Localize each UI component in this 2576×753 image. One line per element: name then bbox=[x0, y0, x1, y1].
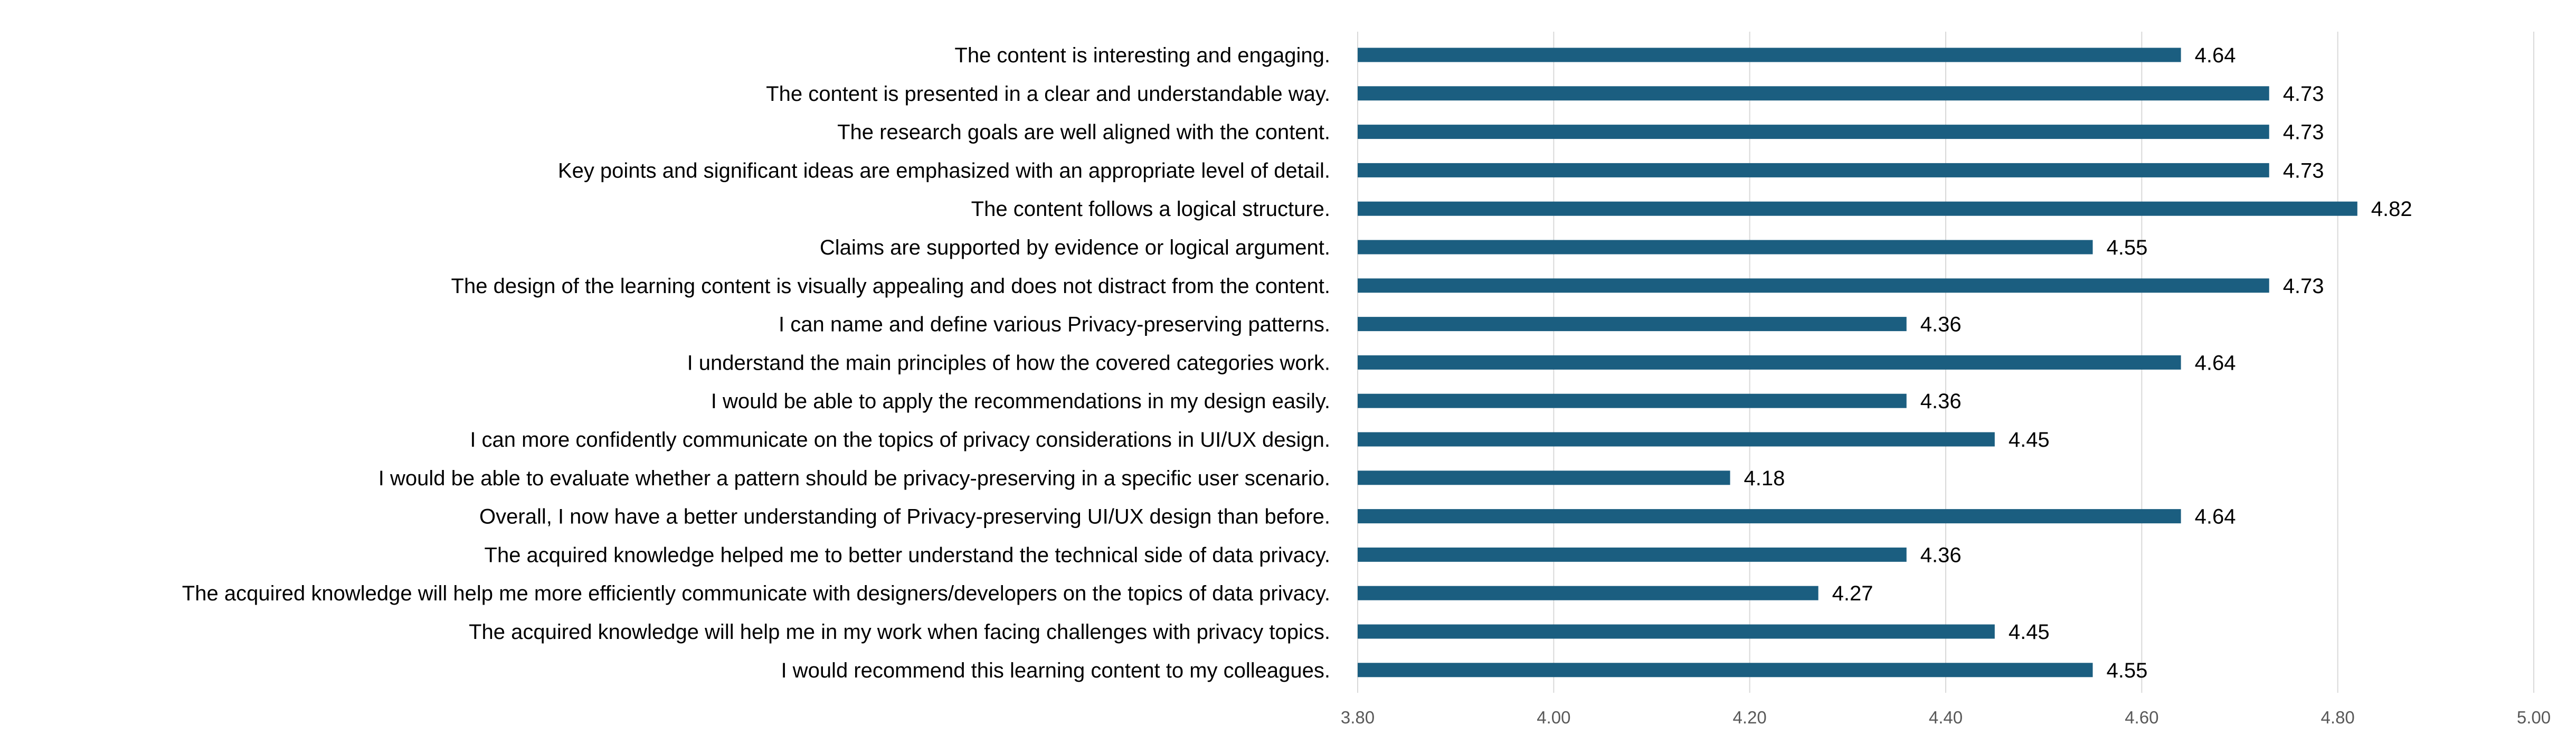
data-label: 4.18 bbox=[1744, 467, 1785, 490]
data-label: 4.64 bbox=[2195, 505, 2236, 529]
category-labels: The content is interesting and engaging.… bbox=[182, 44, 1330, 682]
category-label: The acquired knowledge will help me in m… bbox=[469, 620, 1330, 644]
category-label: The research goals are well aligned with… bbox=[837, 121, 1330, 144]
category-label: The content follows a logical structure. bbox=[971, 197, 1330, 221]
bar bbox=[1358, 278, 2269, 293]
x-tick-label: 3.80 bbox=[1341, 708, 1375, 727]
bar bbox=[1358, 201, 2357, 216]
bar bbox=[1358, 240, 2093, 255]
x-tick-label: 5.00 bbox=[2517, 708, 2551, 727]
category-label: I would be able to evaluate whether a pa… bbox=[378, 467, 1330, 490]
category-label: Claims are supported by evidence or logi… bbox=[820, 236, 1330, 259]
bars bbox=[1358, 48, 2357, 677]
data-label: 4.55 bbox=[2107, 659, 2148, 682]
category-label: The content is interesting and engaging. bbox=[954, 44, 1330, 67]
category-label: The design of the learning content is vi… bbox=[451, 275, 1330, 298]
bar bbox=[1358, 393, 1907, 408]
bar bbox=[1358, 470, 1730, 485]
data-label: 4.82 bbox=[2371, 197, 2412, 221]
x-tick-label: 4.00 bbox=[1537, 708, 1570, 727]
bar bbox=[1358, 355, 2181, 370]
bar bbox=[1358, 317, 1907, 332]
category-label: I can more confidently communicate on th… bbox=[470, 428, 1330, 451]
bar bbox=[1358, 624, 1995, 639]
data-label: 4.45 bbox=[2009, 428, 2050, 451]
data-label: 4.55 bbox=[2107, 236, 2148, 259]
data-label: 4.64 bbox=[2195, 44, 2236, 67]
data-label: 4.36 bbox=[1920, 543, 1962, 567]
data-label: 4.36 bbox=[1920, 390, 1962, 413]
x-axis-tick-labels: 3.80 4.00 4.20 4.40 4.60 4.80 5.00 bbox=[1341, 708, 2551, 727]
category-label: The content is presented in a clear and … bbox=[766, 82, 1330, 106]
category-label: I can name and define various Privacy-pr… bbox=[779, 313, 1330, 336]
data-label: 4.73 bbox=[2283, 121, 2324, 144]
x-tick-label: 4.40 bbox=[1929, 708, 1963, 727]
category-label: I would be able to apply the recommendat… bbox=[711, 390, 1330, 413]
bar bbox=[1358, 48, 2181, 62]
bar bbox=[1358, 509, 2181, 524]
category-label: Key points and significant ideas are emp… bbox=[558, 159, 1330, 182]
bar bbox=[1358, 663, 2093, 677]
data-label: 4.45 bbox=[2009, 620, 2050, 644]
category-label: Overall, I now have a better understandi… bbox=[479, 505, 1330, 529]
bar bbox=[1358, 163, 2269, 177]
category-label: The acquired knowledge will help me more… bbox=[182, 582, 1330, 605]
bar bbox=[1358, 547, 1907, 562]
data-label: 4.27 bbox=[1832, 582, 1873, 605]
bar bbox=[1358, 125, 2269, 139]
bar bbox=[1358, 432, 1995, 447]
value-labels: 4.64 4.73 4.73 4.73 4.82 4.55 4.73 4.36 4.64 4.36… bbox=[1744, 44, 2412, 682]
data-label: 4.64 bbox=[2195, 351, 2236, 374]
category-label: I understand the main principles of how … bbox=[687, 351, 1330, 374]
data-label: 4.73 bbox=[2283, 159, 2324, 182]
data-label: 4.73 bbox=[2283, 82, 2324, 106]
x-tick-label: 4.60 bbox=[2125, 708, 2158, 727]
x-tick-label: 4.80 bbox=[2321, 708, 2355, 727]
x-tick-label: 4.20 bbox=[1733, 708, 1767, 727]
category-label: The acquired knowledge helped me to bett… bbox=[485, 543, 1330, 567]
bar bbox=[1358, 586, 1819, 600]
data-label: 4.73 bbox=[2283, 275, 2324, 298]
data-label: 4.36 bbox=[1920, 313, 1962, 336]
bar bbox=[1358, 86, 2269, 101]
category-label: I would recommend this learning content … bbox=[781, 659, 1330, 682]
